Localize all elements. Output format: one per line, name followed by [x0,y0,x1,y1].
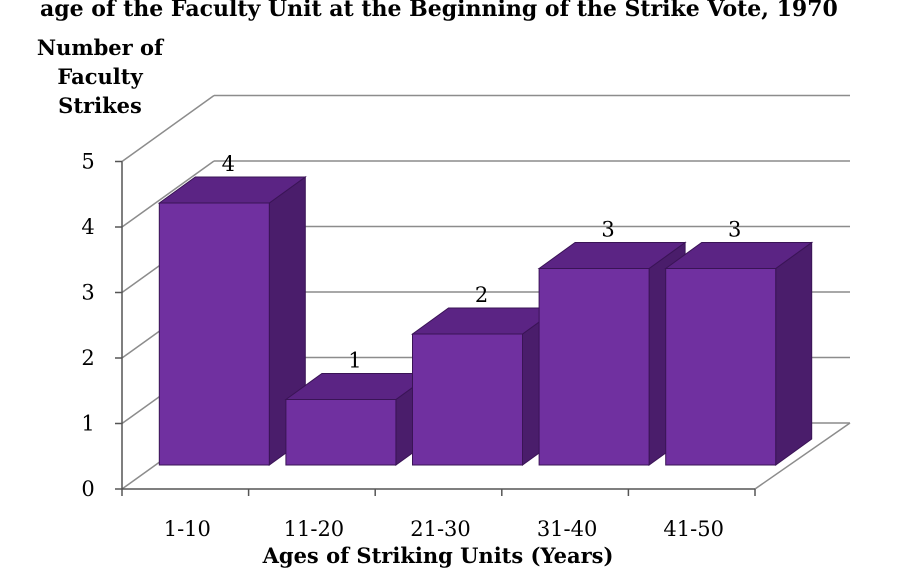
data-label: 3 [728,218,741,242]
y-tick-label: 1 [81,412,94,436]
side-gridline [121,160,215,228]
data-labels: 4 1 2 3 3 [222,152,742,373]
x-tick-label: 11-20 [284,517,345,541]
data-label: 2 [475,283,488,307]
x-tick-label: 1-10 [164,517,211,541]
bar [157,176,307,466]
data-label: 3 [601,218,614,242]
data-label: 1 [348,349,361,373]
x-tick-label: 31-40 [537,517,598,541]
side-gridline [121,94,215,163]
y-tick-label: 4 [81,215,94,239]
x-tick-label: 41-50 [663,517,724,541]
y-tick-label: 2 [81,346,94,370]
floor-edge [754,422,851,490]
bar [537,241,687,466]
bar-front [412,333,523,466]
y-axis-label: Number of Faculty Strikes [37,35,165,118]
chart-title-group: age of the Faculty Unit at the Beginning… [40,0,838,22]
data-label: 4 [222,152,235,176]
bar-front [285,399,397,466]
bar-front [158,202,270,466]
y-axis-label-line: Strikes [58,93,142,118]
axes: 0 1 2 3 4 5 1-10 11-20 21-30 31-40 41-50 [81,150,756,541]
bar [664,241,814,466]
bar [284,372,434,466]
y-tick-label: 3 [81,281,94,305]
bar-front [665,268,777,466]
x-tick-label: 21-30 [410,517,471,541]
x-axis-label: Ages of Striking Units (Years) [262,543,614,568]
bar [410,307,561,466]
bar-side [775,241,813,466]
bar-front [538,268,650,466]
y-axis-label-line: Number of [37,35,165,60]
y-tick-label: 5 [81,150,94,174]
y-axis-label-line: Faculty [57,64,143,89]
y-tick-label: 0 [81,477,94,501]
chart-title: age of the Faculty Unit at the Beginning… [40,0,838,22]
bars [157,176,814,466]
